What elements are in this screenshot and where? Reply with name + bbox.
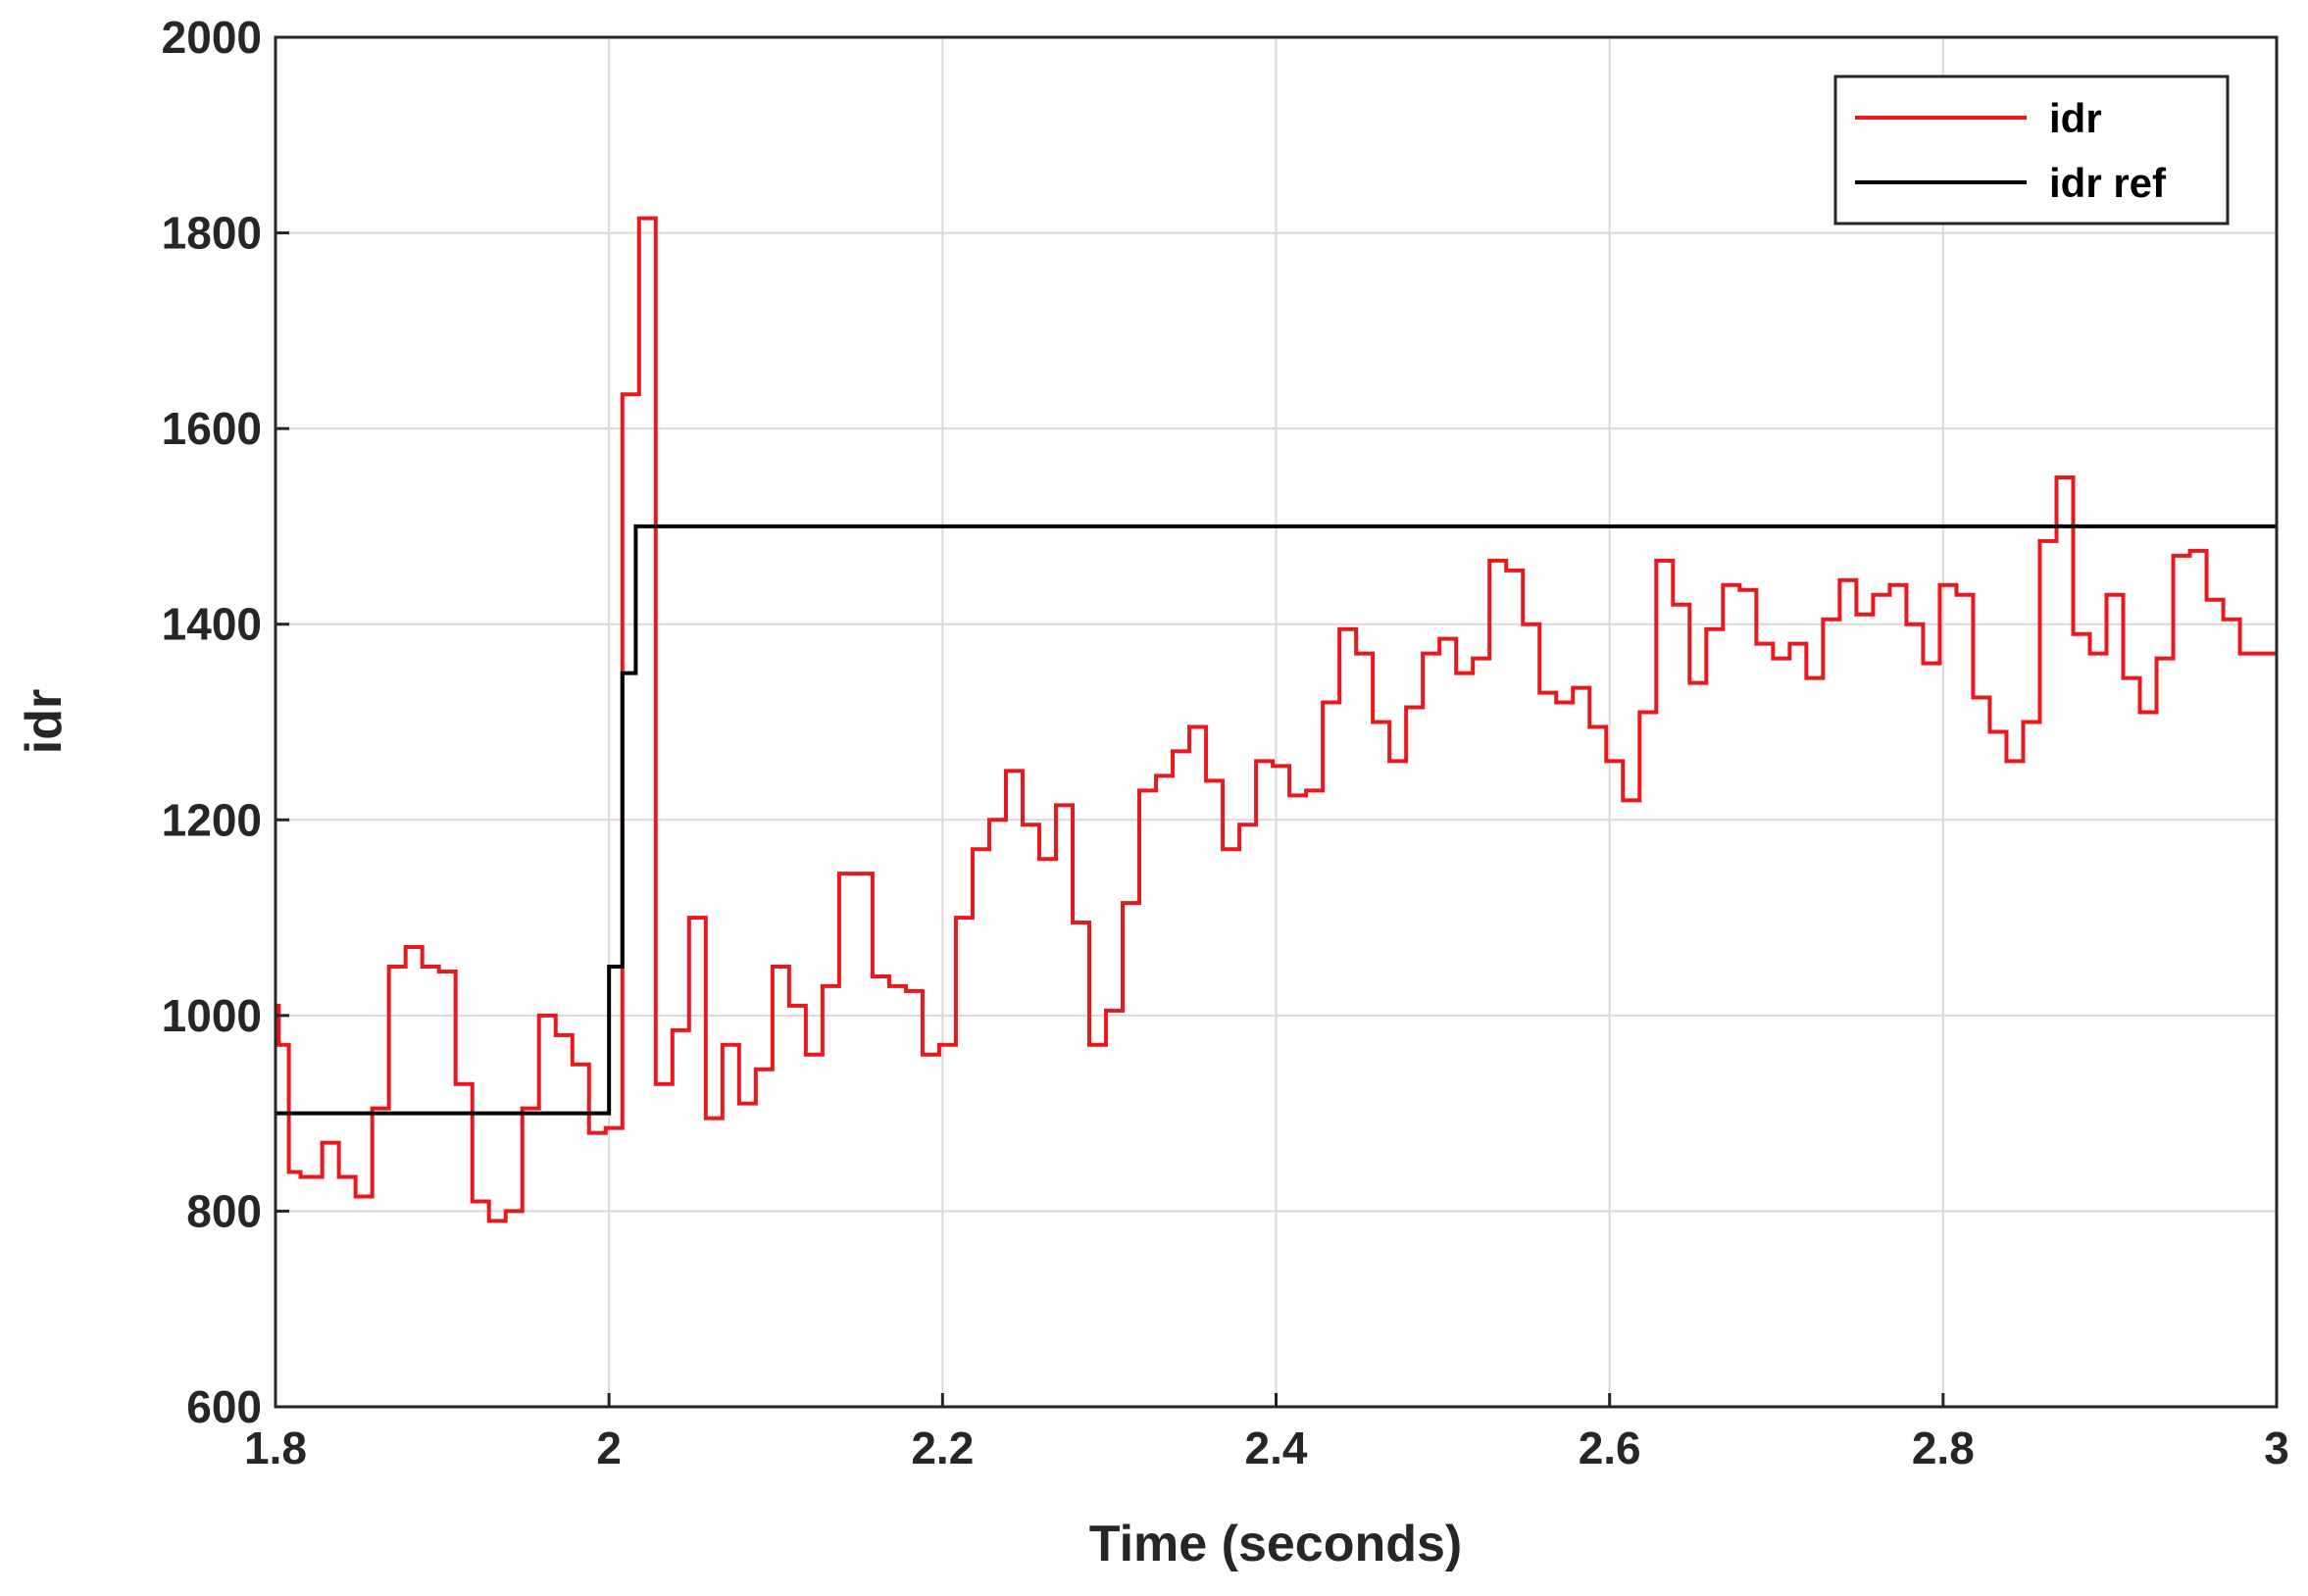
y-axis-label: idr (16, 689, 73, 754)
y-tick-label: 1400 (162, 599, 262, 650)
x-tick-label: 3 (2264, 1422, 2289, 1473)
x-tick-label: 2 (596, 1422, 622, 1473)
x-tick-label: 1.8 (244, 1422, 307, 1473)
x-tick-label: 2.6 (1579, 1422, 1641, 1473)
lines (276, 216, 2277, 1223)
x-tick-label: 2.8 (1912, 1422, 1975, 1473)
legend-box (1833, 75, 2230, 225)
y-tick-label: 800 (186, 1185, 262, 1236)
grid (275, 36, 2278, 1408)
legend-label: idr ref (2049, 160, 2167, 206)
legend: idr idr ref (1833, 75, 2230, 225)
y-tick-label: 1200 (162, 794, 262, 845)
x-tick-label: 2.4 (1245, 1422, 1308, 1473)
ticks: 1.8 2 2.2 2.4 2.6 2.8 3 600 800 1000 1200 1400 1600 1… (162, 12, 2289, 1473)
x-tick-label: 2.2 (911, 1422, 974, 1473)
y-tick-label: 1600 (162, 403, 262, 454)
legend-label: idr (2049, 95, 2102, 141)
x-axis-label: Time (seconds) (1089, 1516, 1462, 1572)
y-tick-label: 2000 (162, 12, 262, 63)
y-tick-label: 600 (186, 1381, 262, 1432)
series-line (276, 216, 2277, 1223)
y-tick-label: 1800 (162, 208, 262, 259)
y-tick-label: 1000 (162, 990, 262, 1041)
series-line (276, 524, 2277, 1116)
